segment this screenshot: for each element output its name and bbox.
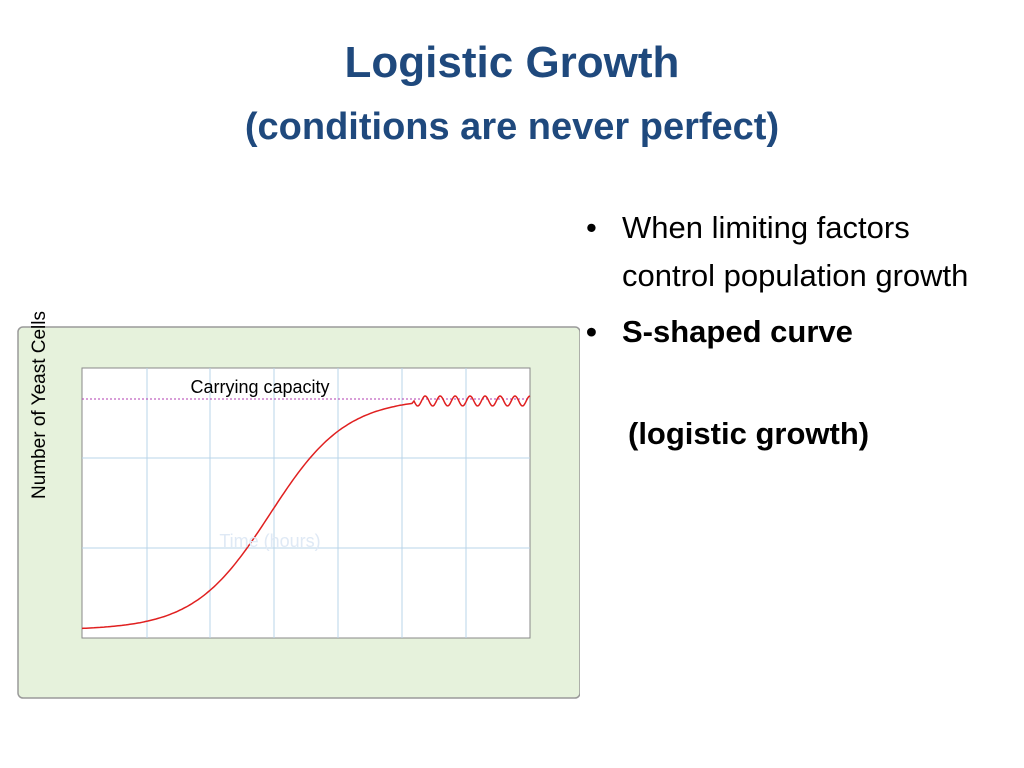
bullet: When limiting factors control population… <box>580 204 1000 300</box>
y-axis-label: Number of Yeast Cells <box>29 311 50 499</box>
figure: Carrying capacity Time (hours) Number of… <box>17 311 580 699</box>
grid <box>82 368 530 638</box>
x-axis-label: Time (hours) <box>219 531 320 551</box>
plot-area <box>81 367 531 639</box>
bullet: S-shaped curve <box>580 308 1000 356</box>
slide-title: Logistic Growth <box>344 38 680 87</box>
bullet-continuation: (logistic growth) <box>628 416 870 451</box>
annotation: Carrying capacity <box>190 377 329 397</box>
growth-curve <box>81 395 531 630</box>
slide-subtitle: (conditions are never perfect) <box>244 106 780 148</box>
bullet-list: When limiting factors control population… <box>580 204 1000 364</box>
